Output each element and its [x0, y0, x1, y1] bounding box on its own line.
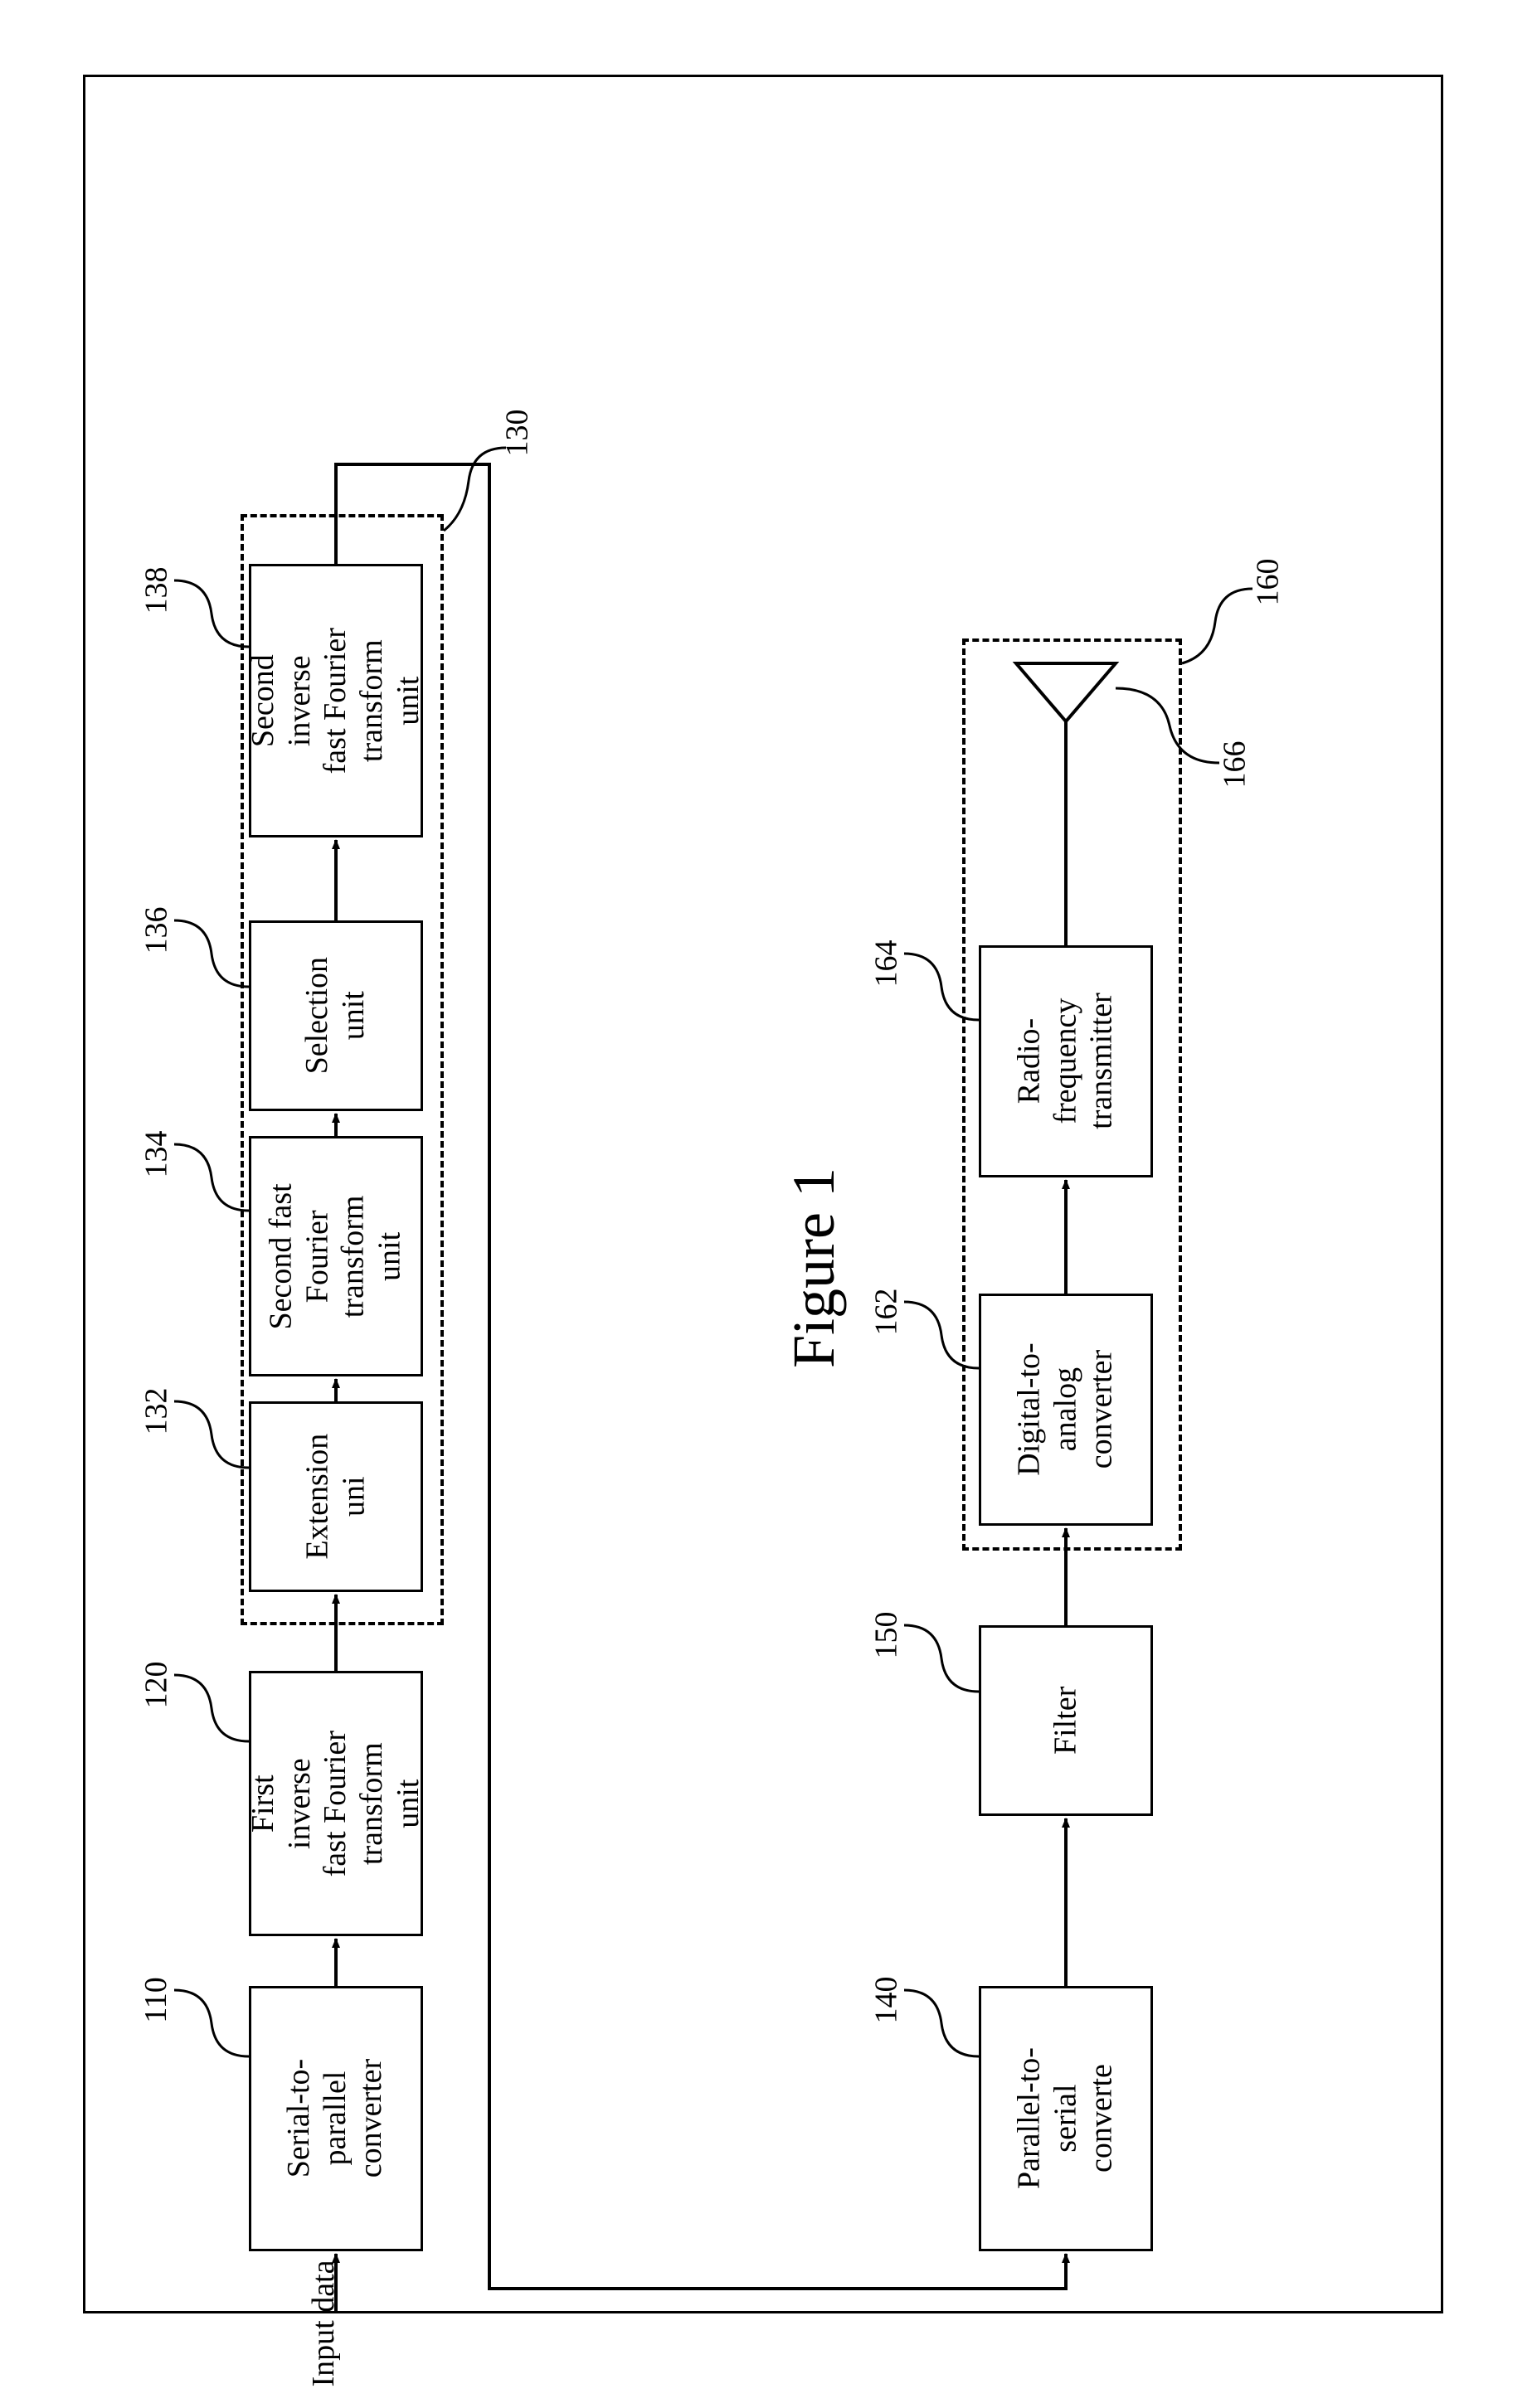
ref-134: 134 — [139, 1131, 175, 1178]
ref-164: 164 — [868, 940, 905, 988]
block-120: First inversefast Fouriertransform unit — [249, 1671, 423, 1936]
block-140-label: Parallel-to-serial converte — [1011, 2044, 1120, 2193]
ref-162: 162 — [868, 1289, 905, 1336]
ref-138: 138 — [139, 567, 175, 614]
diagram-canvas: Serial-to-parallelconverter First invers… — [0, 0, 1537, 2408]
block-140: Parallel-to-serial converte — [979, 1986, 1153, 2251]
figure-title: Figure 1 — [780, 1168, 849, 1368]
ref-166: 166 — [1217, 741, 1253, 789]
input-data-label: Input data — [305, 2241, 342, 2406]
ref-110: 110 — [138, 1977, 174, 2023]
block-162-label: Digital-to-analogconverter — [1011, 1335, 1120, 1484]
block-138: Second inversefast Fouriertransform unit — [249, 564, 423, 837]
block-162: Digital-to-analogconverter — [979, 1294, 1153, 1526]
block-138-label: Second inversefast Fouriertransform unit — [246, 626, 426, 775]
ref-160: 160 — [1250, 559, 1287, 606]
block-164: Radio-frequencytransmitter — [979, 945, 1153, 1177]
block-136: Selectionunit — [249, 920, 423, 1111]
ref-120: 120 — [139, 1662, 175, 1709]
block-134: Second fastFouriertransform unit — [249, 1136, 423, 1376]
block-134-label: Second fastFouriertransform unit — [264, 1182, 409, 1331]
block-132: Extensionuni — [249, 1401, 423, 1592]
ref-130: 130 — [499, 410, 536, 457]
ref-140: 140 — [868, 1977, 905, 2024]
block-132-label: Extensionuni — [299, 1434, 372, 1560]
ref-136: 136 — [139, 907, 175, 954]
block-164-label: Radio-frequencytransmitter — [1011, 987, 1120, 1136]
block-150: Filter — [979, 1625, 1153, 1816]
ref-150: 150 — [868, 1612, 905, 1659]
block-110: Serial-to-parallelconverter — [249, 1986, 423, 2251]
block-120-label: First inversefast Fouriertransform unit — [246, 1729, 426, 1878]
block-136-label: Selectionunit — [299, 957, 372, 1074]
block-150-label: Filter — [1048, 1687, 1084, 1755]
ref-132: 132 — [139, 1388, 175, 1435]
block-110-label: Serial-to-parallelconverter — [281, 2059, 390, 2178]
